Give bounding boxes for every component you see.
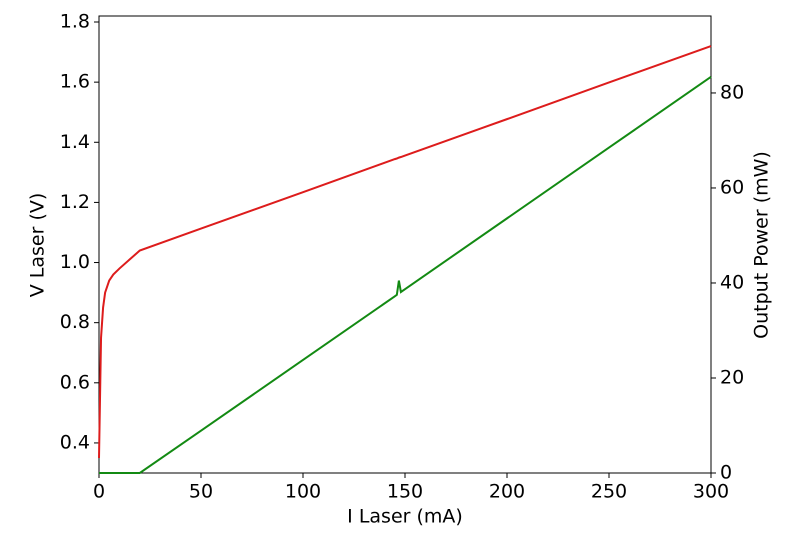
y-tick-label: 1.2 xyxy=(60,191,90,213)
y2-tick-label: 60 xyxy=(720,176,744,198)
data-line xyxy=(98,45,712,458)
y2-tick-label: 0 xyxy=(720,462,732,484)
x-tick-label: 0 xyxy=(93,481,105,503)
y-tick-label: 0.4 xyxy=(60,431,90,453)
y-tick-label: 1.4 xyxy=(60,131,90,153)
x-tick-label: 250 xyxy=(591,481,627,503)
y2-tick-label: 20 xyxy=(720,366,744,388)
y-tick-label: 1.0 xyxy=(60,251,90,273)
x-tick-label: 100 xyxy=(285,481,321,503)
data-line xyxy=(99,75,712,474)
x-tick-label: 150 xyxy=(387,481,423,503)
y2-tick-label: 40 xyxy=(720,271,744,293)
y2-tick-label: 80 xyxy=(720,81,744,103)
x-tick-label: 300 xyxy=(693,481,729,503)
y-tick-label: 0.6 xyxy=(60,371,90,393)
x-tick-label: 50 xyxy=(189,481,213,503)
y-tick-label: 1.8 xyxy=(60,11,90,33)
y-axis-label: V Laser (V) xyxy=(27,193,49,298)
y2-axis-label: Output Power (mW) xyxy=(751,151,773,339)
x-axis-label: I Laser (mA) xyxy=(347,506,463,528)
y-tick-label: 1.6 xyxy=(60,71,90,93)
plot-frame xyxy=(98,15,712,474)
x-tick-label: 200 xyxy=(489,481,525,503)
y-tick-label: 0.8 xyxy=(60,311,90,333)
